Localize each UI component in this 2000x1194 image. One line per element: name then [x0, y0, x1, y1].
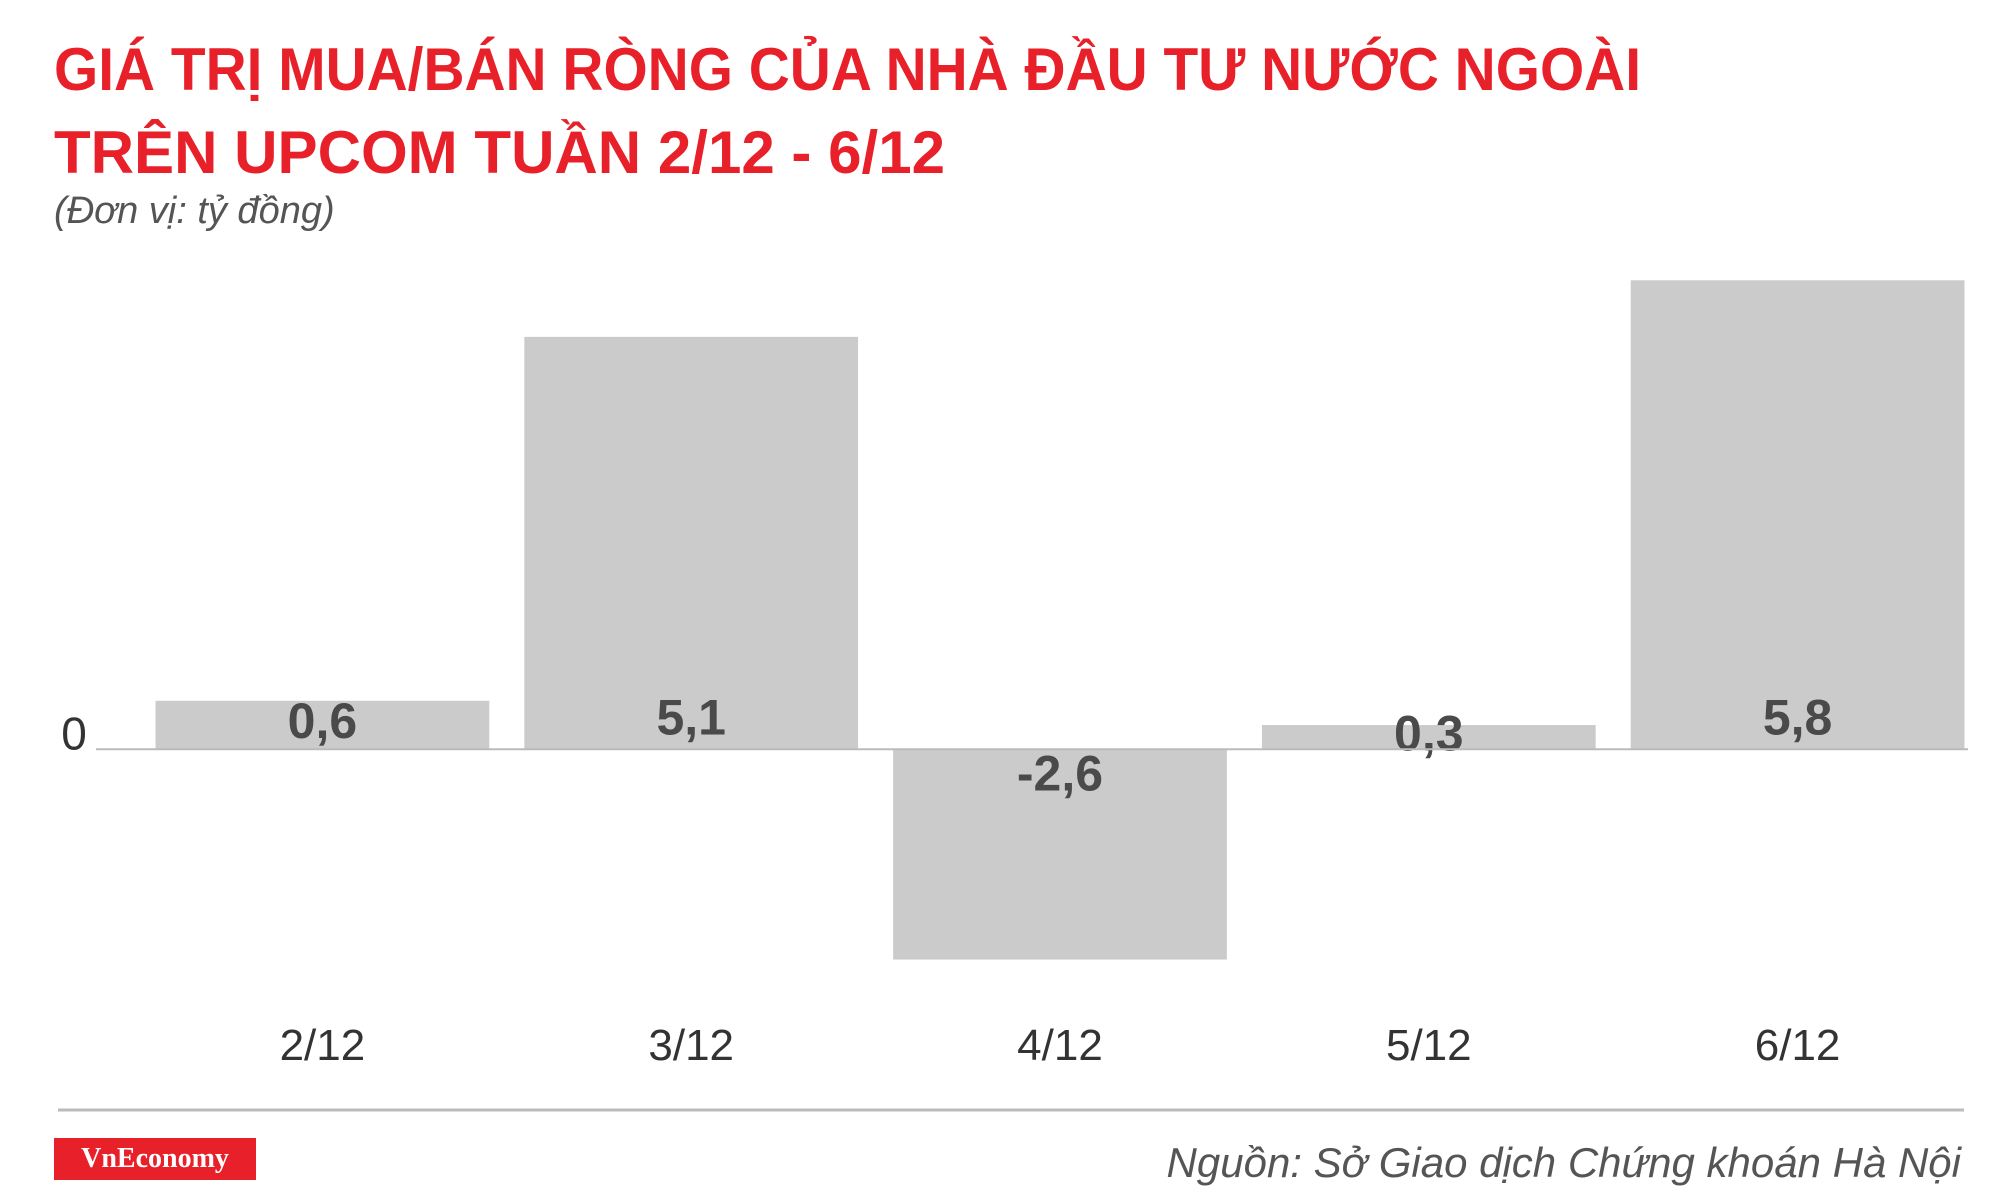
- y-tick-label: 0: [61, 707, 87, 759]
- x-tick-label: 3/12: [648, 1021, 734, 1070]
- source: Nguồn: Sở Giao dịch Chứng khoán Hà Nội: [1167, 1139, 1963, 1186]
- chart-subtitle: (Đơn vị: tỷ đồng): [54, 190, 335, 232]
- brand: VnEconomy: [81, 1143, 229, 1174]
- data-label: 0,3: [1394, 705, 1464, 761]
- chart-title: TRÊN UPCOM TUẦN 2/12 - 6/12: [54, 119, 945, 186]
- bar: [1261, 725, 1596, 750]
- chart-title: GIÁ TRỊ MUA/BÁN RÒNG CỦA NHÀ ĐẦU TƯ NƯỚC…: [54, 36, 1641, 103]
- brand-box: [54, 1138, 256, 1180]
- data-label: 5,1: [656, 690, 726, 746]
- data-label: 0,6: [288, 693, 358, 749]
- bar: [155, 700, 490, 750]
- bar: [524, 336, 859, 750]
- x-tick-label: 4/12: [1017, 1021, 1103, 1070]
- x-tick-label: 5/12: [1386, 1021, 1472, 1070]
- bar: [893, 749, 1227, 960]
- data-label: -2,6: [1017, 746, 1103, 802]
- data-label: 5,8: [1763, 690, 1833, 746]
- x-tick-label: 6/12: [1755, 1021, 1841, 1070]
- x-tick-label: 2/12: [280, 1021, 366, 1070]
- bar: [1630, 280, 1965, 750]
